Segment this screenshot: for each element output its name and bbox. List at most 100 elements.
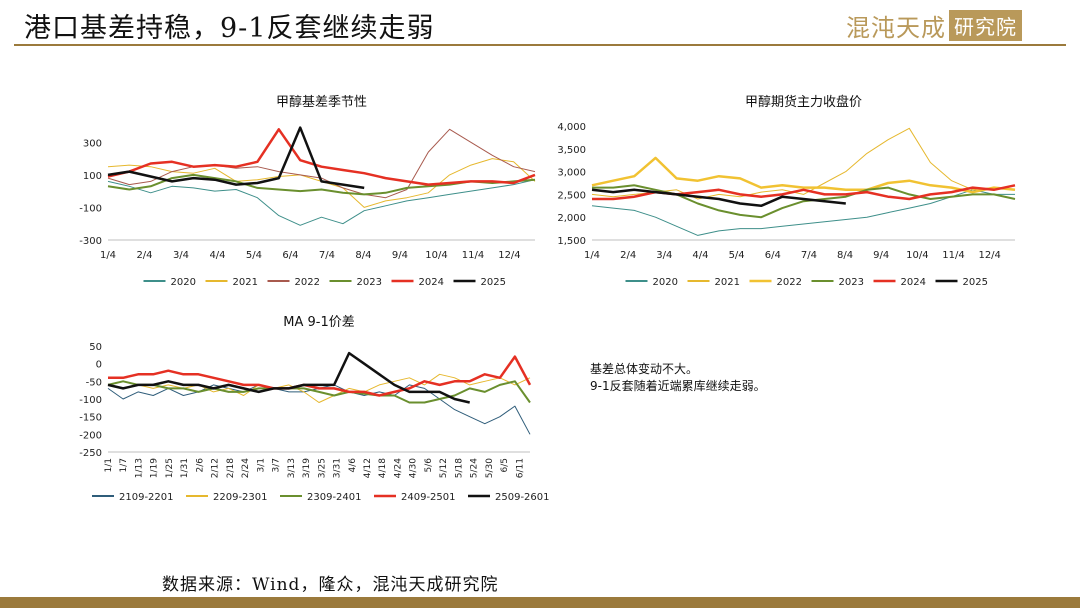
x-tick-label: 9/4 <box>873 250 889 261</box>
x-tick-label: 1/4 <box>100 250 116 261</box>
y-tick-label: 3,000 <box>557 168 586 179</box>
x-tick-label: 4/4 <box>692 250 708 261</box>
x-tick-label: 6/5 <box>500 458 510 472</box>
x-tick-label: 5/4 <box>729 250 745 261</box>
x-tick-label: 6/11 <box>515 458 525 478</box>
y-tick-label: -300 <box>79 236 102 247</box>
y-tick-label: -200 <box>79 430 102 441</box>
x-tick-label: 1/7 <box>119 458 129 472</box>
series-line-2309-2401 <box>107 380 531 404</box>
x-tick-label: 3/1 <box>256 458 266 472</box>
x-tick-label: 1/4 <box>584 250 600 261</box>
series-line-2509-2601 <box>107 351 470 404</box>
legend-label: 2409-2501 <box>401 492 456 503</box>
x-tick-label: 6/4 <box>282 250 298 261</box>
x-tick-label: 3/31 <box>333 458 343 478</box>
x-tick-label: 5/4 <box>246 250 262 261</box>
y-tick-label: 3,500 <box>557 145 586 156</box>
x-tick-label: 4/24 <box>393 458 403 478</box>
x-tick-label: 11/4 <box>942 250 964 261</box>
x-tick-label: 2/6 <box>195 458 205 473</box>
x-tick-label: 4/30 <box>409 458 419 478</box>
legend-label: 2024 <box>901 277 926 288</box>
x-tick-label: 7/4 <box>801 250 817 261</box>
x-tick-label: 12/4 <box>498 250 520 261</box>
legend-label: 2021 <box>233 277 258 288</box>
legend-label: 2509-2601 <box>495 492 550 503</box>
x-tick-label: 5/12 <box>439 458 449 478</box>
data-source: 数据来源：Wind，隆众，混沌天成研究院 <box>162 575 499 595</box>
y-tick-label: 0 <box>96 360 102 371</box>
x-tick-label: 12/4 <box>978 250 1000 261</box>
legend-label: 2022 <box>777 277 802 288</box>
series-line-2025 <box>591 188 846 208</box>
x-tick-label: 1/31 <box>180 458 190 478</box>
x-tick-label: 3/13 <box>287 458 297 478</box>
legend-label: 2309-2401 <box>307 492 362 503</box>
x-tick-label: 3/4 <box>173 250 189 261</box>
series-line-2020 <box>107 179 536 226</box>
legend-label: 2021 <box>715 277 740 288</box>
y-tick-label: 2,000 <box>557 213 586 224</box>
y-tick-label: 100 <box>83 171 102 182</box>
y-tick-label: -150 <box>79 413 102 424</box>
x-tick-label: 1/19 <box>150 458 160 478</box>
chart-title: MA 9-1价差 <box>283 315 354 330</box>
legend-label: 2022 <box>295 277 320 288</box>
x-tick-label: 2/4 <box>136 250 152 261</box>
x-tick-label: 10/4 <box>906 250 928 261</box>
x-tick-label: 8/4 <box>837 250 853 261</box>
x-tick-label: 1/25 <box>165 458 175 478</box>
legend-label: 2109-2201 <box>119 492 174 503</box>
legend-label: 2024 <box>419 277 444 288</box>
x-tick-label: 6/4 <box>765 250 781 261</box>
x-tick-label: 3/7 <box>272 458 282 472</box>
note-line-2: 9-1反套随着近端累库继续走弱。 <box>590 379 766 393</box>
y-tick-label: 4,000 <box>557 122 586 133</box>
x-tick-label: 4/4 <box>209 250 225 261</box>
y-tick-label: 50 <box>89 342 102 353</box>
legend-label: 2209-2301 <box>213 492 268 503</box>
series-line-2022 <box>591 156 1016 194</box>
legend-label: 2020 <box>653 277 678 288</box>
x-tick-label: 5/30 <box>485 458 495 478</box>
y-tick-label: 1,500 <box>557 236 586 247</box>
x-tick-label: 3/25 <box>317 458 327 478</box>
x-tick-label: 11/4 <box>462 250 484 261</box>
x-tick-label: 4/18 <box>378 458 388 478</box>
legend-label: 2023 <box>357 277 382 288</box>
y-tick-label: -100 <box>79 395 102 406</box>
brand-logo: 混沌天成 研究院 <box>846 9 1022 42</box>
title-divider <box>14 44 1066 46</box>
chart-title: 甲醇期货主力收盘价 <box>745 94 862 110</box>
series-line-2020 <box>591 189 1015 236</box>
y-tick-label: 300 <box>83 138 102 149</box>
logo-boxed-text: 研究院 <box>949 9 1022 41</box>
x-tick-label: 4/6 <box>348 458 358 473</box>
series-line-2022 <box>107 128 536 199</box>
x-tick-label: 7/4 <box>319 250 335 261</box>
legend-label: 2025 <box>963 277 988 288</box>
series-line-2024 <box>107 128 536 186</box>
y-tick-label: -50 <box>86 377 102 388</box>
page-title: 港口基差持稳，9-1反套继续走弱 <box>24 13 435 44</box>
x-tick-label: 1/13 <box>134 458 144 478</box>
x-tick-label: 2/24 <box>241 458 251 478</box>
logo-text: 混沌天成 <box>846 13 946 42</box>
x-tick-label: 2/4 <box>620 250 636 261</box>
note-line-1: 基差总体变动不大。 <box>590 362 699 376</box>
x-tick-label: 3/4 <box>656 250 672 261</box>
x-tick-label: 10/4 <box>425 250 447 261</box>
x-tick-label: 5/18 <box>454 458 464 478</box>
series-line-2025 <box>107 126 365 190</box>
x-tick-label: 5/24 <box>470 458 480 478</box>
y-tick-label: 2,500 <box>557 190 586 201</box>
legend-label: 2023 <box>839 277 864 288</box>
x-tick-label: 2/12 <box>211 458 221 478</box>
ma-9-1-spread-chart: MA 9-1价差 50 0 -50 -100 -150 -200 -2501/1 1/7 1/13… <box>79 315 550 503</box>
series-line-2409-2501 <box>108 355 532 397</box>
x-tick-label: 9/4 <box>392 250 408 261</box>
futures-price-chart: 甲醇期货主力收盘价 4,000 3,500 3,000 2,500 2,000 1,500 1… <box>557 94 1016 288</box>
x-tick-label: 2/18 <box>226 458 236 478</box>
basis-seasonality-chart: 甲醇基差季节性 300 100 -100 -300 1/4 2/4 3/4 4/4 5/4 6/4 7… <box>79 94 536 288</box>
